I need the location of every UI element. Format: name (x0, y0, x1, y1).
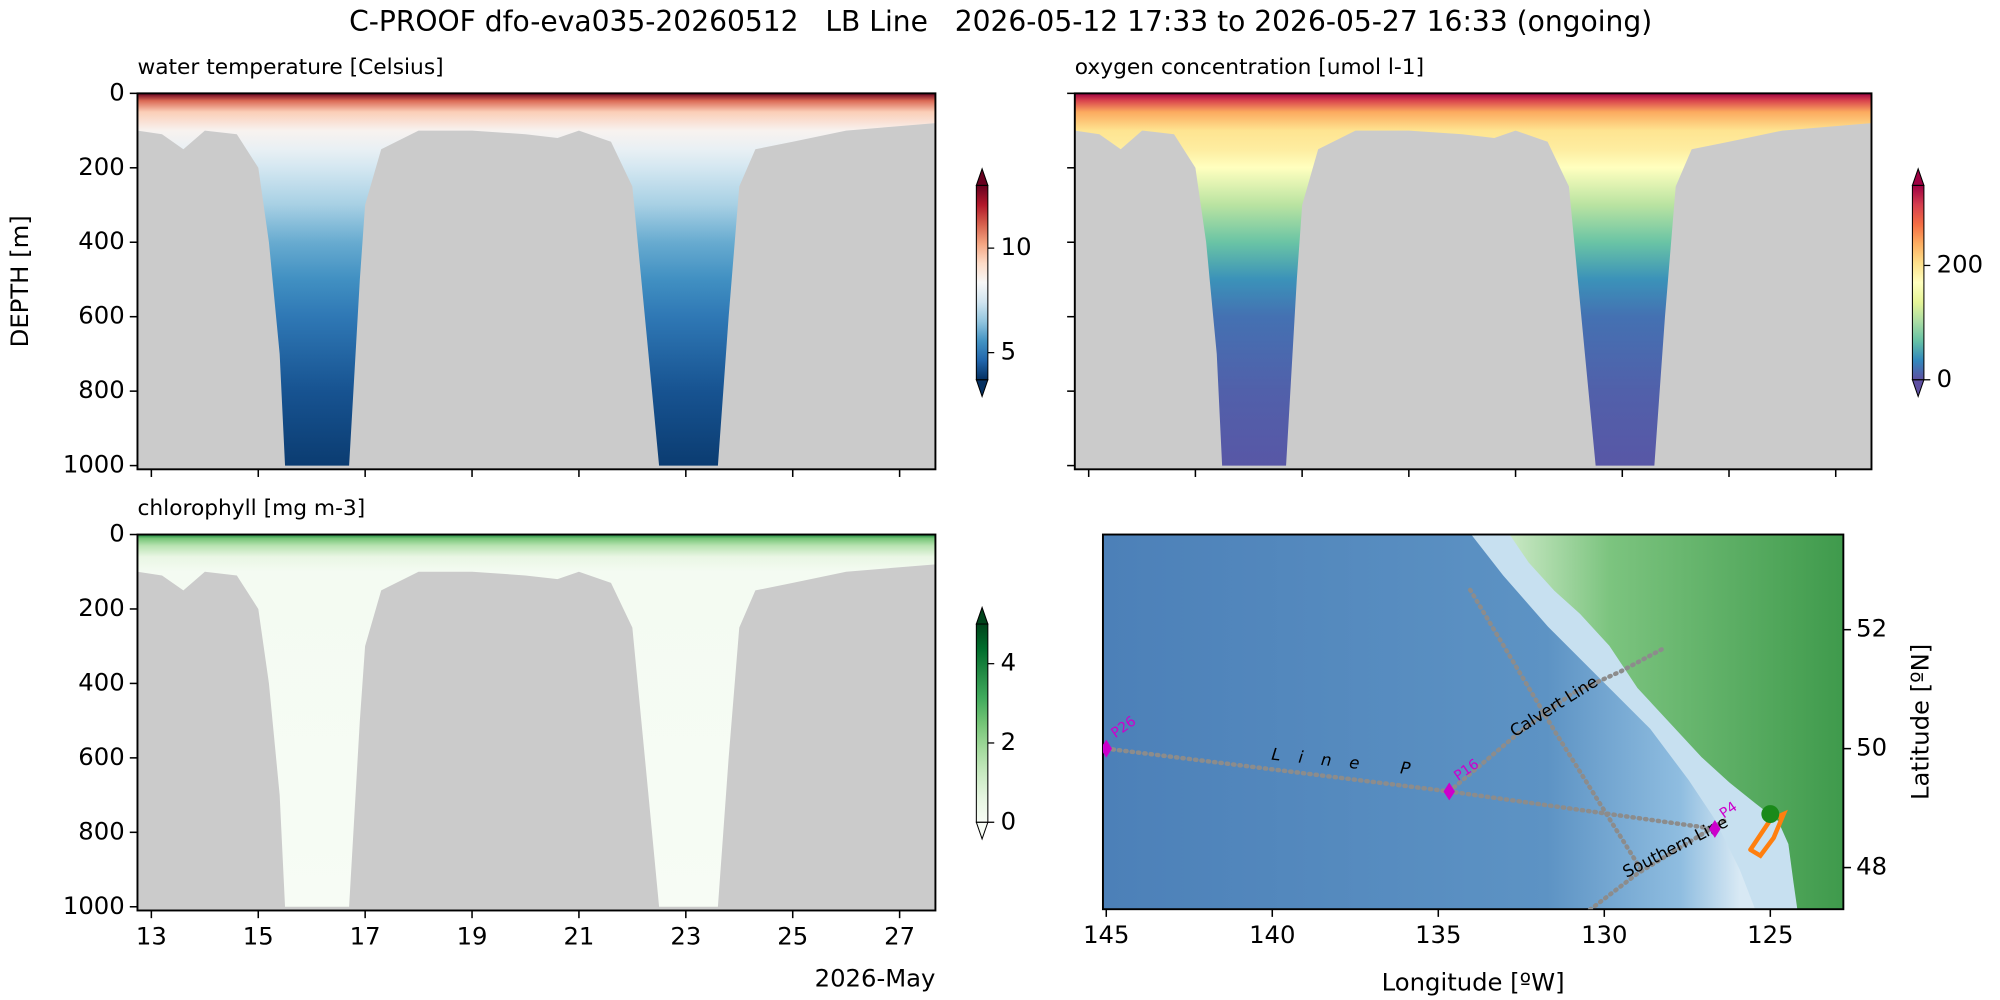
axes-frame (136, 533, 937, 912)
y-tick-label: 1000 (63, 450, 125, 479)
y-tick-label: 0 (109, 77, 124, 106)
panel-title: chlorophyll [mg m-3] (137, 496, 365, 521)
station-marker (1443, 782, 1455, 801)
no-data-area (137, 123, 936, 470)
x-tick-label: 140 (1249, 920, 1295, 949)
y-tick-label: 800 (78, 816, 124, 845)
y-tick-label: 1000 (63, 891, 125, 920)
map-background (1102, 534, 1844, 910)
colorbar-tick-label: 200 (1937, 249, 1983, 278)
x-tick-label: 21 (563, 921, 594, 950)
figure-title: C-PROOF dfo-eva035-20260512 LB Line 2026… (349, 5, 1652, 38)
colorbar-extend (975, 167, 989, 186)
y-tick-label: 200 (78, 593, 124, 622)
x-axis-label: 2026-May (815, 964, 936, 993)
x-tick-label: 27 (884, 921, 915, 950)
colorbar-extend (975, 821, 989, 841)
panel-title: water temperature [Celsius] (137, 55, 443, 80)
x-tick-label: 135 (1415, 920, 1461, 949)
colorbar-tick-label: 10 (1001, 232, 1032, 261)
y-tick-label: 600 (78, 742, 124, 771)
x-tick-label: 130 (1581, 920, 1627, 949)
colorbar-tick-label: 2 (1001, 727, 1016, 756)
x-tick-label: 25 (777, 921, 808, 950)
y-tick-label: 50 (1856, 733, 1887, 762)
colorbar-tick-label: 5 (1001, 337, 1016, 366)
glider-position (1761, 805, 1780, 824)
colorbar (976, 185, 988, 380)
y-tick-label: 52 (1856, 614, 1887, 643)
colorbar-tick-label: 0 (1937, 364, 1952, 393)
colorbar-extend (1911, 379, 1925, 398)
x-axis-label: Longitude [ºW] (1382, 967, 1565, 996)
colorbar (1912, 185, 1924, 380)
axes-frame (136, 92, 937, 471)
glider-track (1467, 587, 1645, 874)
y-tick-label: 800 (78, 375, 124, 404)
colorbar (976, 624, 988, 823)
y-tick-label: 48 (1856, 852, 1887, 881)
y-axis-label: Latitude [ºN] (1905, 644, 1934, 800)
x-tick-label: 17 (350, 921, 381, 950)
station-marker (1102, 739, 1113, 758)
colorbar-tick-label: 0 (1001, 806, 1016, 835)
axes-frame (1073, 92, 1873, 471)
x-tick-label: 23 (670, 921, 701, 950)
x-tick-label: 125 (1747, 920, 1793, 949)
colorbar-extend (975, 605, 989, 625)
y-axis-label: DEPTH [m] (5, 215, 34, 347)
x-tick-label: 19 (457, 921, 488, 950)
y-tick-label: 400 (78, 226, 124, 255)
x-tick-label: 15 (243, 921, 274, 950)
y-tick-label: 200 (78, 152, 124, 181)
glider-track (1446, 647, 1665, 794)
y-tick-label: 600 (78, 301, 124, 330)
no-data-area (1074, 123, 1872, 470)
glider-track (1586, 817, 1728, 910)
x-tick-label: 145 (1083, 920, 1129, 949)
panel-title: oxygen concentration [umol l-1] (1075, 55, 1424, 80)
glider-track (1748, 809, 1788, 859)
land (1509, 534, 1844, 910)
y-tick-label: 0 (109, 519, 124, 548)
no-data-area (137, 564, 936, 911)
colorbar-tick-label: 4 (1001, 648, 1016, 677)
map-frame (1101, 533, 1845, 911)
colorbar-extend (975, 379, 989, 398)
colorbar-extend (1911, 167, 1925, 186)
y-tick-label: 400 (78, 667, 124, 696)
colorbar-frame (975, 623, 989, 823)
x-tick-label: 13 (136, 921, 167, 950)
colorbar-frame (1911, 184, 1925, 381)
colorbar-frame (975, 184, 989, 381)
